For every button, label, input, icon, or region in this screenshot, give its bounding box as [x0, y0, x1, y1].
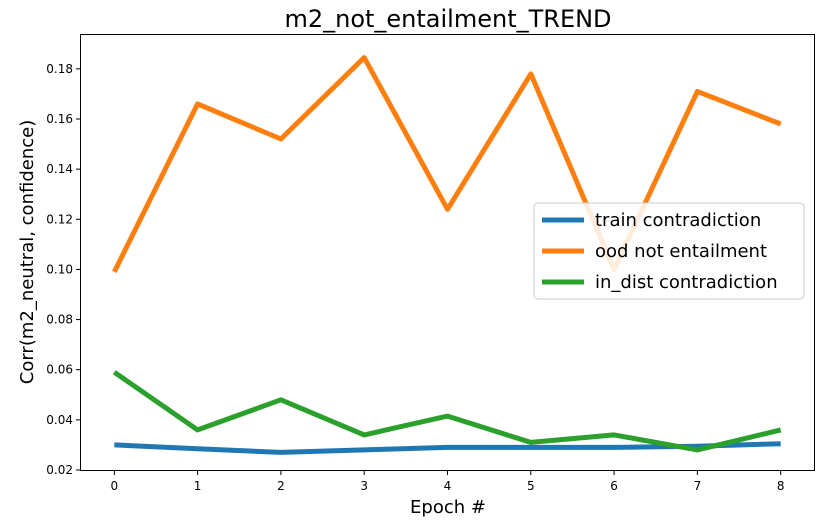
legend-box: [533, 202, 805, 300]
x-tick-label: 0: [110, 479, 118, 493]
x-tick-label: 7: [694, 479, 702, 493]
y-tick-label: 0.02: [46, 463, 73, 477]
x-tick-label: 3: [360, 479, 368, 493]
chart-title: m2_not_entailment_TREND: [284, 5, 611, 33]
legend-label-1: train contradiction: [595, 210, 761, 231]
y-tick-label: 0.10: [46, 262, 73, 276]
y-tick-label: 0.18: [46, 62, 73, 76]
series-line-2: [112, 55, 782, 274]
y-tick-label: 0.06: [46, 363, 73, 377]
x-tick-label: 5: [527, 479, 535, 493]
x-tick-label: 6: [610, 479, 618, 493]
legend-label-2: ood not entailment: [595, 241, 767, 262]
y-axis-label: Corr(m2_neutral, confidence): [17, 120, 38, 384]
y-tick-label: 0.04: [46, 413, 73, 427]
series-line-3: [112, 370, 782, 453]
legend: train contradiction ood not entailment in_…: [533, 202, 805, 300]
y-tick-label: 0.12: [46, 212, 73, 226]
x-tick-label: 1: [194, 479, 202, 493]
legend-label-3: in_dist contradiction: [595, 272, 778, 293]
x-tick-label: 8: [777, 479, 785, 493]
y-tick-label: 0.08: [46, 313, 73, 327]
y-tick-label: 0.16: [46, 112, 73, 126]
x-tick-label: 2: [277, 479, 285, 493]
x-axis-label: Epoch #: [410, 497, 486, 518]
x-axis: 0 1 2 3 4 5 6 7 8: [110, 470, 785, 493]
series-lines: [112, 55, 782, 455]
y-axis: 0.02 0.04 0.06 0.08 0.10 0.12 0.14 0.16 0.18: [46, 62, 81, 477]
y-tick-label: 0.14: [46, 162, 73, 176]
x-tick-label: 4: [444, 479, 452, 493]
